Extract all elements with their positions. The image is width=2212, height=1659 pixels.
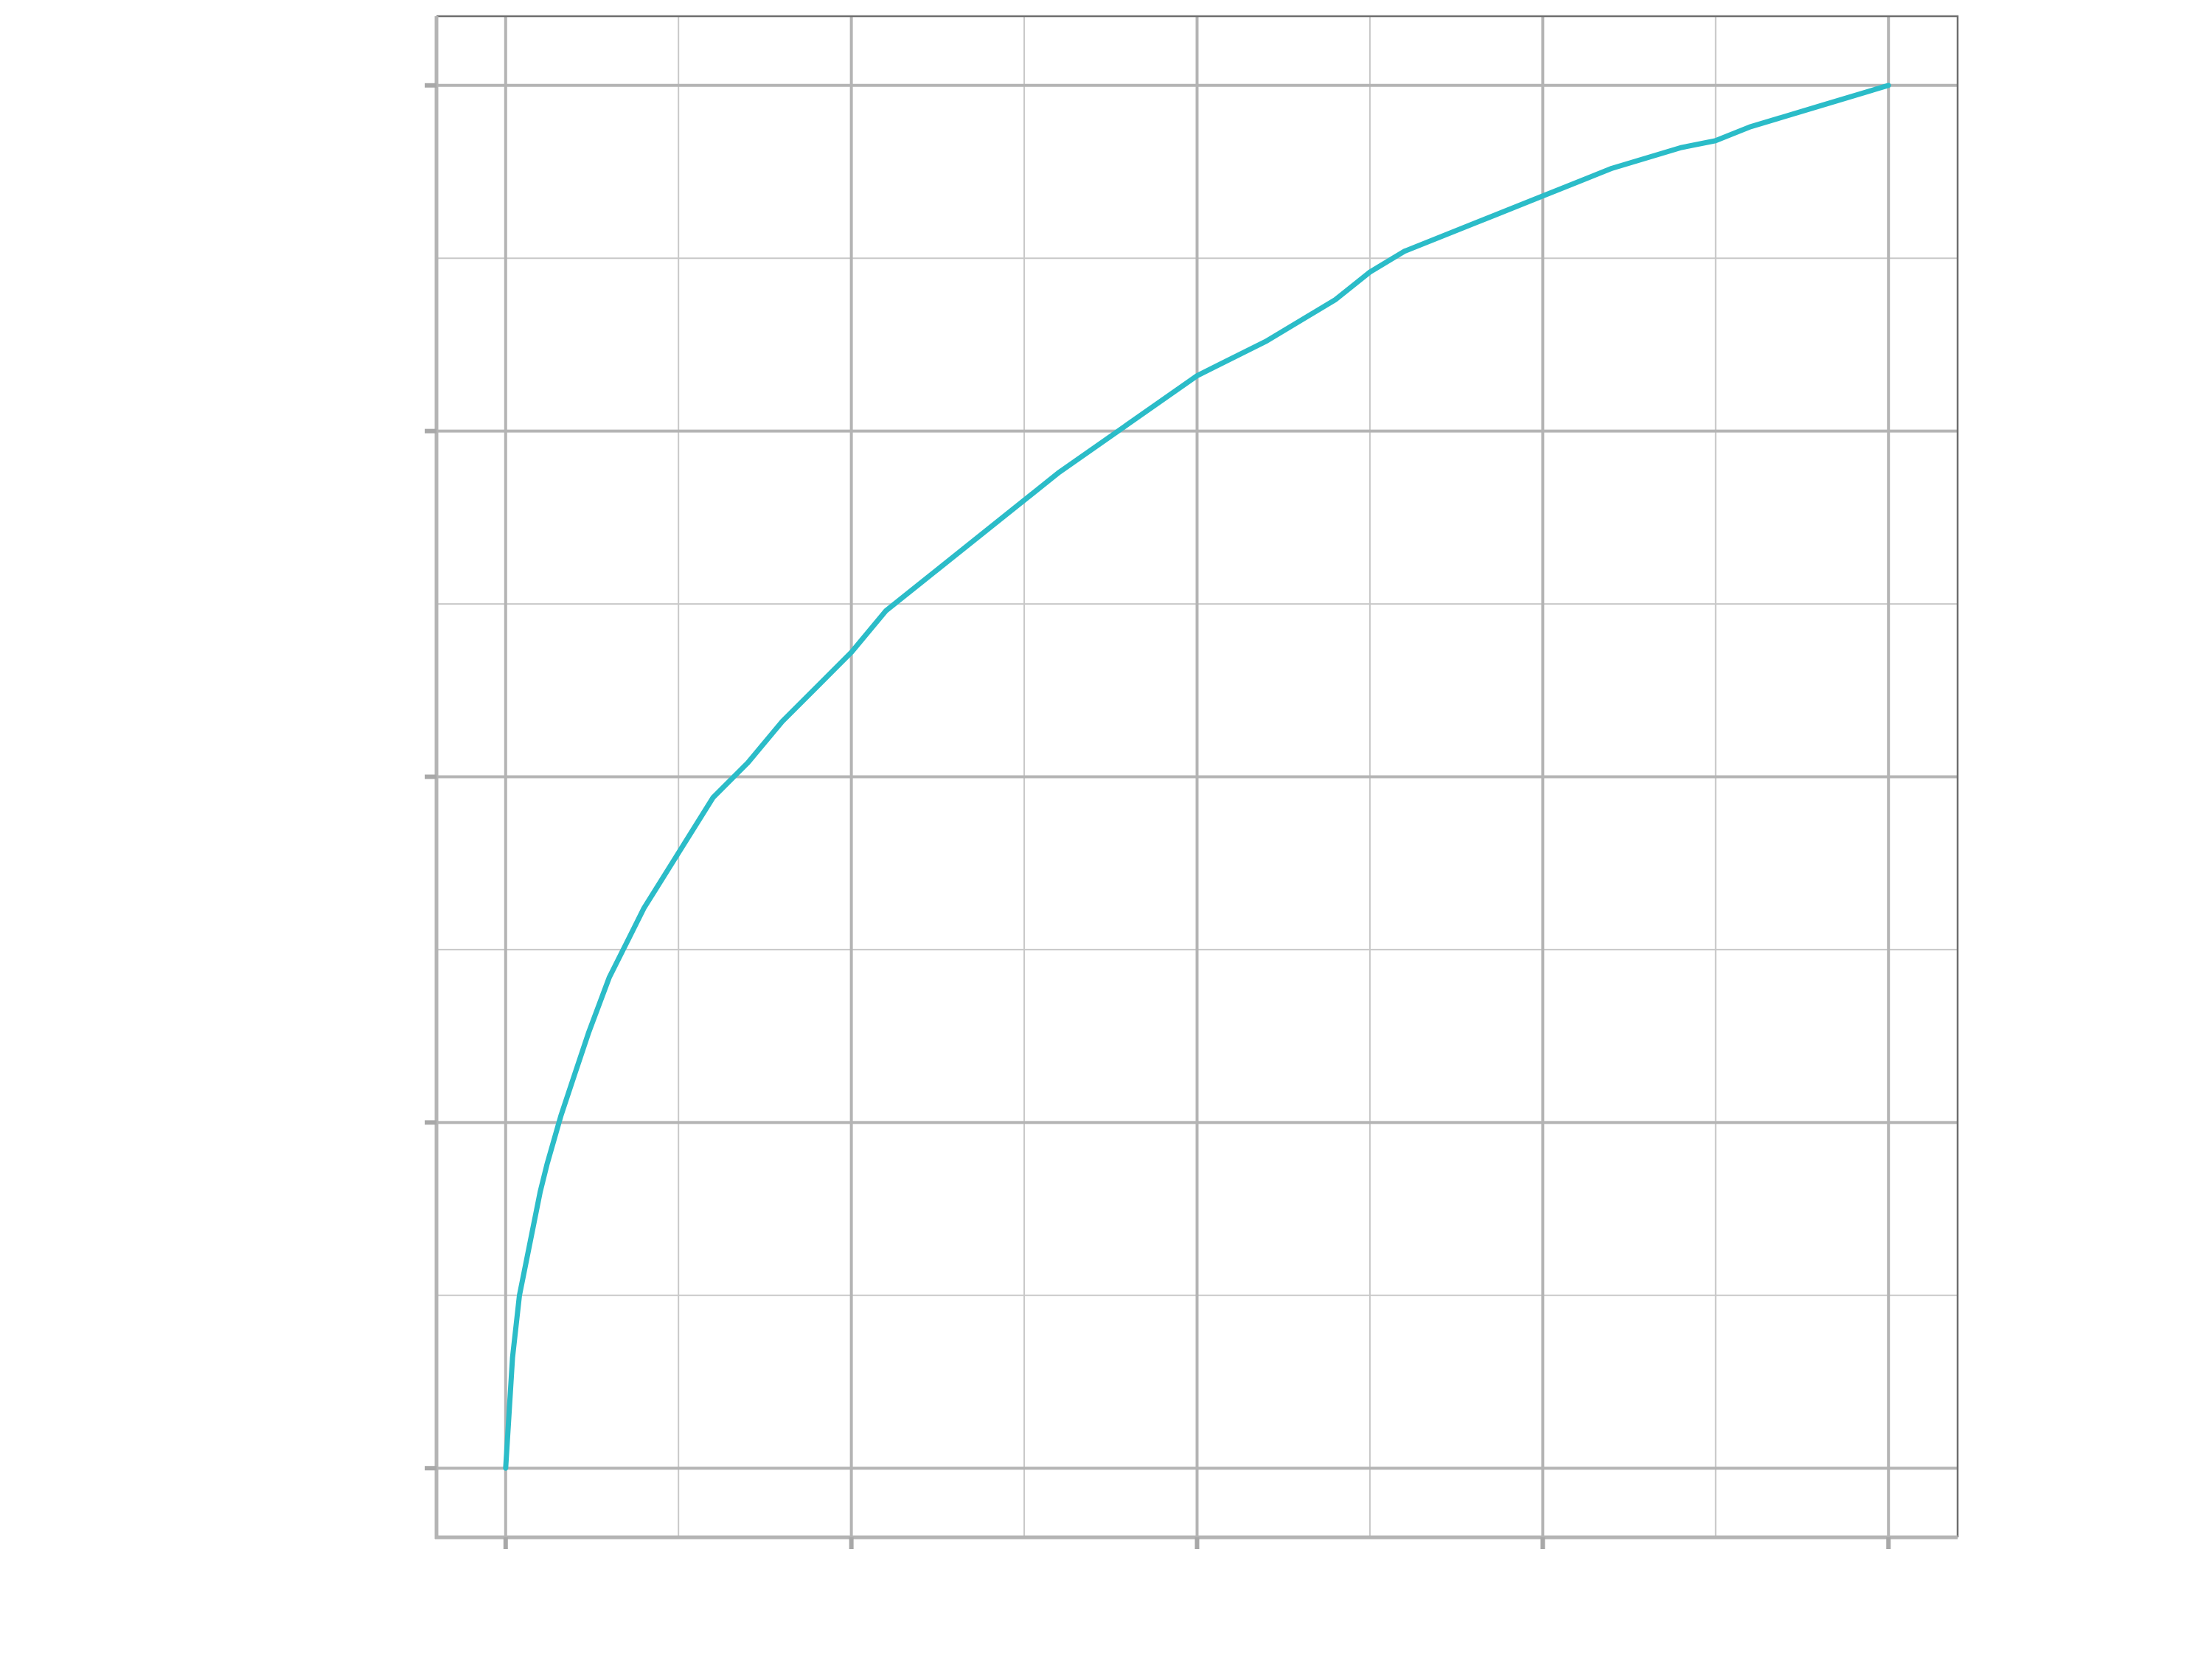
axis-ticks	[425, 83, 1891, 1549]
plot-frame	[437, 15, 1959, 1537]
series-line-0	[503, 83, 1891, 1471]
series-group	[503, 83, 1891, 1471]
major-gridlines	[437, 16, 1958, 1537]
